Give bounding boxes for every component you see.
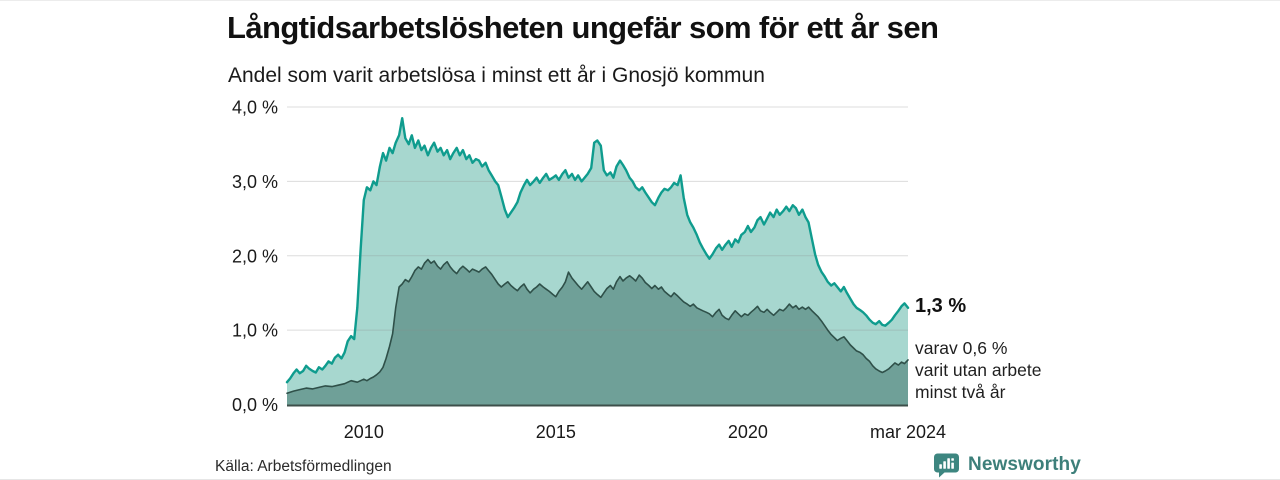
x-tick-label: mar 2024 [870, 422, 946, 442]
series-line-1 [286, 258, 909, 395]
end-value-label: 1,3 % [915, 295, 967, 317]
brand-name: Newsworthy [968, 454, 1081, 475]
source-credit: Källa: Arbetsförmedlingen [215, 458, 392, 475]
x-tick-label: 2015 [536, 422, 576, 442]
annotation-line-2: varit utan arbete [915, 360, 1042, 380]
two-year-share-annotation: varav 0,6 % varit utan arbete minst två … [915, 337, 1041, 403]
x-tick-label: 2010 [344, 422, 384, 442]
brand-logo: Newsworthy [933, 450, 1081, 479]
x-tick-label: 2020 [728, 422, 768, 442]
y-tick-label: 4,0 % [232, 98, 278, 118]
area-fill-series-1 [287, 259, 908, 405]
y-tick-label: 1,0 % [232, 321, 278, 341]
y-tick-label: 2,0 % [232, 246, 278, 266]
annotation-line-3: minst två år [915, 382, 1006, 402]
series-line-0 [285, 117, 910, 384]
chart-subtitle: Andel som varit arbetslösa i minst ett å… [228, 64, 765, 87]
y-tick-label: 0,0 % [232, 395, 278, 415]
page-title: Långtidsarbetslösheten ungefär som för e… [227, 10, 939, 45]
y-tick-label: 3,0 % [232, 172, 278, 192]
newsworthy-bubble-chart-icon [934, 453, 959, 477]
annotation-line-1: varav 0,6 % [915, 338, 1008, 358]
